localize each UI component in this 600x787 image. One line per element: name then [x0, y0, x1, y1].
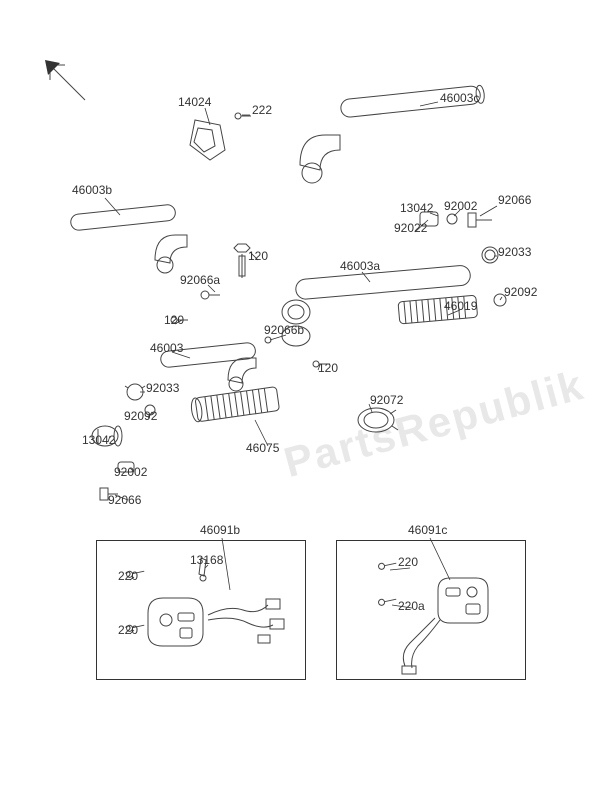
label-220a: 220a [398, 599, 425, 613]
label-46091c: 46091c [408, 523, 447, 537]
label-92092: 92092 [504, 285, 537, 299]
label-120-a: 120 [248, 249, 268, 263]
label-92092-b: 92092 [124, 409, 157, 423]
label-46091b: 46091b [200, 523, 240, 537]
label-13168: 13168 [190, 553, 223, 567]
subassembly-box-right [336, 540, 526, 680]
label-92066b: 92066b [264, 323, 304, 337]
label-13042: 13042 [400, 201, 433, 215]
label-220-c: 220 [118, 623, 138, 637]
label-92033-b: 92033 [146, 381, 179, 395]
label-222: 222 [252, 103, 272, 117]
label-220-b: 220 [398, 555, 418, 569]
label-14024: 14024 [178, 95, 211, 109]
label-92022: 92022 [394, 221, 427, 235]
label-92002-b: 92002 [114, 465, 147, 479]
label-220-a: 220 [118, 569, 138, 583]
label-92066: 92066 [498, 193, 531, 207]
label-92002: 92002 [444, 199, 477, 213]
label-92066a: 92066a [180, 273, 220, 287]
label-46075: 46075 [246, 441, 279, 455]
label-92066-b: 92066 [108, 493, 141, 507]
label-46003b: 46003b [72, 183, 112, 197]
label-46003a: 46003a [340, 259, 380, 273]
label-46003: 46003 [150, 341, 183, 355]
label-46019: 46019 [444, 299, 477, 313]
label-46003c: 46003c [440, 91, 479, 105]
label-13042-b: 13042 [82, 433, 115, 447]
exploded-diagram: PartsRepublik [0, 0, 600, 787]
label-92033: 92033 [498, 245, 531, 259]
label-120-b: 120 [164, 313, 184, 327]
label-120-c: 120 [318, 361, 338, 375]
label-92072: 92072 [370, 393, 403, 407]
